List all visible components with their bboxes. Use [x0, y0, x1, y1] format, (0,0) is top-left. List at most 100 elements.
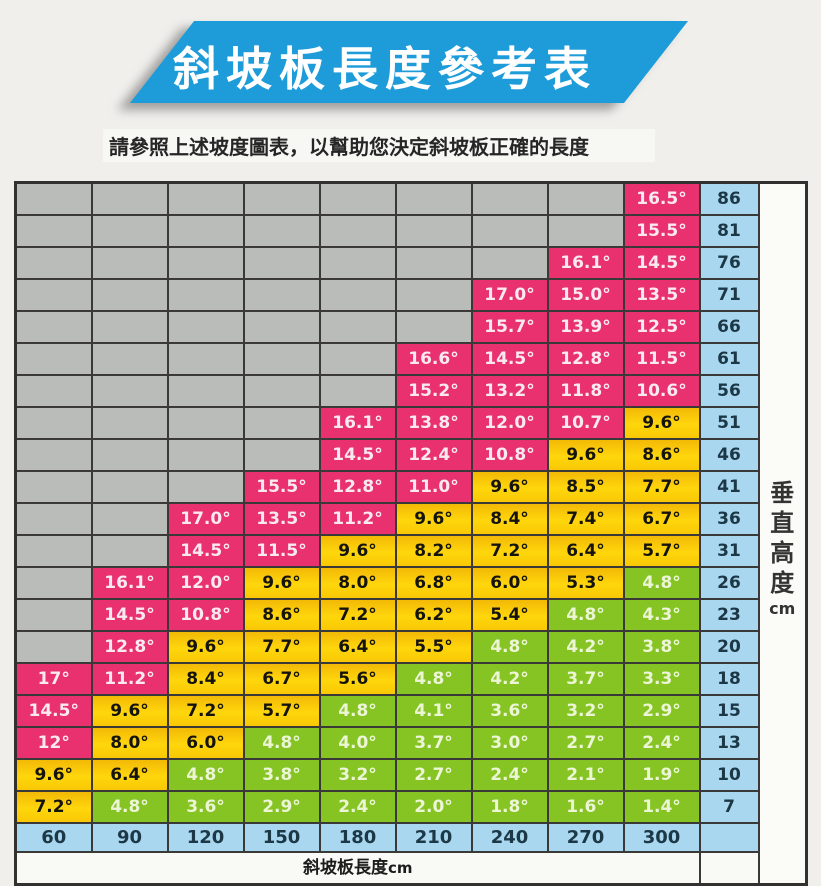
angle-cell: 8.0° [90, 726, 169, 760]
length-cell: 300 [622, 822, 701, 853]
angle-cell: 2.9° [242, 790, 321, 824]
angle-cell: 8.0° [318, 566, 397, 600]
angle-cell: 2.4° [622, 726, 701, 760]
angle-cell: 3.0° [470, 726, 549, 760]
empty-cell [318, 278, 397, 312]
empty-cell [166, 342, 245, 376]
angle-cell: 3.8° [242, 758, 321, 792]
angle-cell: 2.4° [470, 758, 549, 792]
table-row: 12° 8.0° 6.0° 4.8° 4.0° 3.7° 3.0° 2.7° 2.4° 13 [14, 726, 807, 760]
empty-cell [14, 214, 93, 248]
angle-cell: 9.6° [318, 534, 397, 568]
empty-cell [470, 181, 549, 216]
angle-cell: 1.6° [546, 790, 625, 824]
table-row: 14.5° 10.8° 8.6° 7.2° 6.2° 5.4° 4.8° 4.3° 23 [14, 598, 807, 632]
empty-cell [242, 406, 321, 440]
angle-cell: 6.4° [318, 630, 397, 664]
angle-cell: 7.2° [166, 694, 245, 728]
empty-cell [14, 278, 93, 312]
angle-cell: 4.8° [242, 726, 321, 760]
angle-cell: 12.8° [90, 630, 169, 664]
x-axis-label: 斜坡板長度cm [14, 851, 701, 886]
angle-cell: 15.7° [470, 310, 549, 344]
height-cell: 56 [698, 374, 760, 408]
empty-cell [14, 181, 93, 216]
empty-cell [318, 310, 397, 344]
angle-cell: 6.2° [394, 598, 473, 632]
angle-cell: 11.8° [546, 374, 625, 408]
angle-cell: 13.9° [546, 310, 625, 344]
empty-cell [318, 342, 397, 376]
angle-cell: 9.6° [166, 630, 245, 664]
empty-cell [242, 342, 321, 376]
table-row: 15.5° 81 [14, 214, 807, 248]
angle-cell: 5.5° [394, 630, 473, 664]
angle-cell: 10.8° [470, 438, 549, 472]
empty-cell [166, 214, 245, 248]
angle-cell: 11.2° [90, 662, 169, 696]
angle-cell: 9.6° [242, 566, 321, 600]
empty-cell [242, 246, 321, 280]
empty-cell [318, 214, 397, 248]
height-cell: 23 [698, 598, 760, 632]
empty-cell [470, 214, 549, 248]
height-cell: 20 [698, 630, 760, 664]
table-row: 16.1° 13.8° 12.0° 10.7° 9.6° 51 [14, 406, 807, 440]
angle-cell: 17° [14, 662, 93, 696]
height-cell: 86 [698, 181, 760, 216]
table-row: 12.8° 9.6° 7.7° 6.4° 5.5° 4.8° 4.2° 3.8° 20 [14, 630, 807, 664]
empty-cell [394, 214, 473, 248]
angle-cell: 1.8° [470, 790, 549, 824]
empty-cell [242, 181, 321, 216]
subtitle-text: 請參照上述坡度圖表，以幫助您決定斜坡板正確的長度 [103, 129, 655, 162]
angle-cell: 8.4° [166, 662, 245, 696]
ramp-length-table: 16.5° 86 垂直高度 cm 15.5° 81 16.1° 14.5° 76 17.0° 15.… [14, 181, 808, 886]
empty-cell [546, 214, 625, 248]
angle-cell: 3.7° [394, 726, 473, 760]
height-cell: 61 [698, 342, 760, 376]
angle-cell: 5.3° [546, 566, 625, 600]
angle-cell: 17.0° [470, 278, 549, 312]
angle-cell: 15.0° [546, 278, 625, 312]
angle-cell: 15.5° [622, 214, 701, 248]
table-row: 16.6° 14.5° 12.8° 11.5° 61 [14, 342, 807, 376]
angle-cell: 9.6° [394, 502, 473, 536]
angle-cell: 5.7° [622, 534, 701, 568]
table-row: 16.5° 86 垂直高度 cm [14, 181, 808, 886]
empty-cell [242, 214, 321, 248]
angle-cell: 14.5° [90, 598, 169, 632]
angle-cell: 2.9° [622, 694, 701, 728]
height-cell: 7 [698, 790, 760, 824]
empty-cell [14, 470, 93, 504]
angle-cell: 16.6° [394, 342, 473, 376]
angle-cell: 7.2° [470, 534, 549, 568]
angle-cell: 14.5° [470, 342, 549, 376]
angle-cell: 7.2° [14, 790, 93, 824]
empty-cell [318, 374, 397, 408]
angle-cell: 2.4° [318, 790, 397, 824]
table-row: 14.5° 9.6° 7.2° 5.7° 4.8° 4.1° 3.6° 3.2° 2.9° 15 [14, 694, 807, 728]
angle-cell: 3.3° [622, 662, 701, 696]
angle-cell: 10.7° [546, 406, 625, 440]
angle-cell: 9.6° [470, 470, 549, 504]
angle-cell: 3.6° [166, 790, 245, 824]
table-row: 15.2° 13.2° 11.8° 10.6° 56 [14, 374, 807, 408]
length-cell: 240 [470, 822, 549, 853]
height-cell: 18 [698, 662, 760, 696]
height-cell: 10 [698, 758, 760, 792]
angle-cell: 4.8° [622, 566, 701, 600]
empty-cell [90, 470, 169, 504]
empty-cell [242, 310, 321, 344]
empty-cell [90, 214, 169, 248]
height-cell: 81 [698, 214, 760, 248]
empty-cell [90, 342, 169, 376]
angle-cell: 16.5° [622, 181, 701, 216]
angle-cell: 6.0° [470, 566, 549, 600]
angle-cell: 2.0° [394, 790, 473, 824]
angle-cell: 4.1° [394, 694, 473, 728]
length-cell: 270 [546, 822, 625, 853]
height-cell: 13 [698, 726, 760, 760]
height-cell: 41 [698, 470, 760, 504]
empty-cell [318, 181, 397, 216]
angle-cell: 11.0° [394, 470, 473, 504]
